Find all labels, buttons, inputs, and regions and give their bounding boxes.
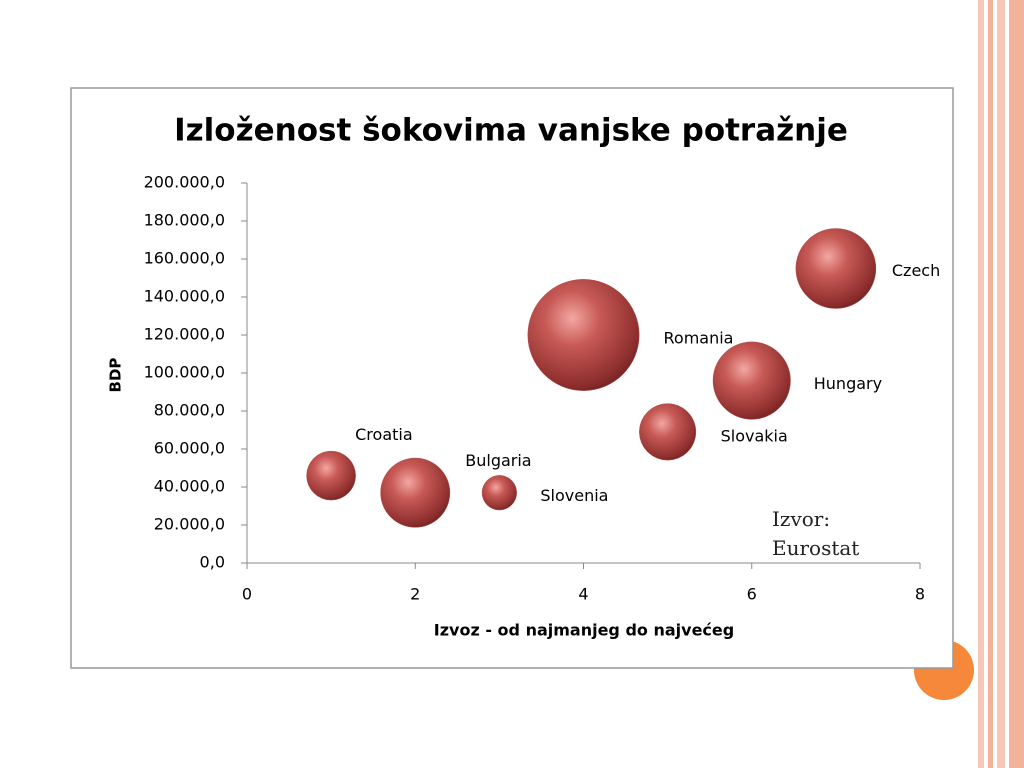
y-tick-label: 40.000,0: [154, 477, 225, 496]
y-tick-label: 100.000,0: [144, 363, 225, 382]
y-tick-label: 140.000,0: [144, 287, 225, 306]
data-label: Bulgaria: [465, 451, 531, 470]
x-tick-label: 2: [410, 585, 420, 604]
x-tick-label: 8: [915, 585, 925, 604]
y-tick-label: 80.000,0: [154, 401, 225, 420]
data-label: Slovakia: [721, 426, 788, 445]
bubble: [712, 341, 791, 420]
data-label: Romania: [664, 329, 734, 348]
y-tick-label: 0,0: [200, 553, 225, 572]
y-axis-label: BDP: [107, 358, 125, 393]
chart-frame: [70, 87, 954, 669]
bubble: [639, 403, 697, 461]
data-label: Hungary: [814, 374, 882, 393]
x-tick-label: 0: [242, 585, 252, 604]
bubble: [795, 228, 877, 309]
x-axis-label: Izvoz - od najmanjeg do najvećeg: [434, 621, 734, 640]
y-tick-label: 160.000,0: [144, 249, 225, 268]
chart-title: Izloženost šokovima vanjske potražnje: [174, 113, 848, 149]
y-tick-label: 60.000,0: [154, 439, 225, 458]
data-label: Czech: [892, 261, 940, 280]
annotation: Izvor: Eurostat: [772, 507, 860, 560]
data-label: Slovenia: [540, 486, 608, 505]
x-tick-label: 6: [747, 585, 757, 604]
y-tick-label: 180.000,0: [144, 211, 225, 230]
y-tick-label: 120.000,0: [144, 325, 225, 344]
bubble: [306, 450, 356, 501]
x-tick-label: 4: [578, 585, 588, 604]
bubble: [481, 475, 517, 511]
data-label: Croatia: [355, 425, 413, 444]
bubble: [527, 279, 640, 391]
y-tick-label: 20.000,0: [154, 515, 225, 534]
y-tick-label: 200.000,0: [144, 173, 225, 192]
bubble: [380, 457, 451, 528]
